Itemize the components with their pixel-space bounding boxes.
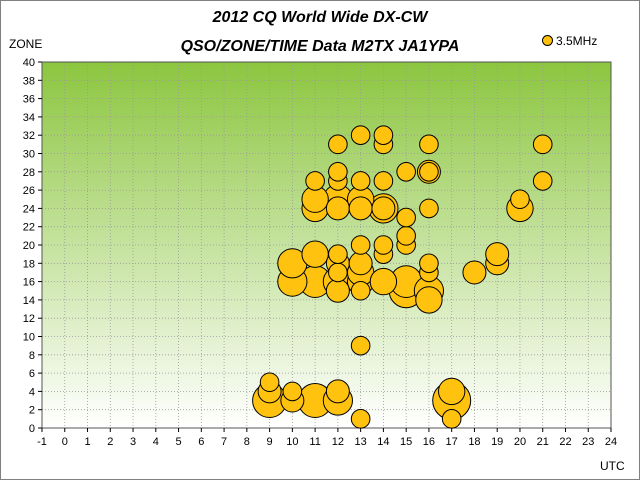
y-tick-label: 32 (23, 130, 35, 142)
y-tick-label: 2 (29, 405, 35, 417)
data-point (325, 278, 350, 303)
x-tick-label: 6 (198, 436, 204, 448)
y-tick-label: 12 (23, 313, 35, 325)
x-axis-label: UTC (600, 459, 625, 473)
y-tick-label: 14 (23, 295, 35, 307)
x-tick-label: 4 (153, 436, 159, 448)
y-tick-label: 0 (29, 423, 35, 435)
legend-series-label: 3.5MHz (556, 34, 598, 48)
y-tick-label: 30 (23, 149, 35, 161)
data-point (350, 335, 371, 356)
data-point (415, 286, 443, 314)
data-point (462, 260, 487, 285)
y-tick-label: 4 (29, 386, 35, 398)
x-tick-label: 24 (605, 436, 617, 448)
x-tick-label: 7 (221, 436, 227, 448)
x-tick-label: 19 (491, 436, 503, 448)
y-tick-label: 40 (23, 57, 35, 69)
x-tick-label: 3 (130, 436, 136, 448)
data-point (419, 253, 439, 274)
x-tick-label: 21 (537, 436, 549, 448)
data-point (328, 244, 348, 264)
chart-title: 2012 CQ World Wide DX-CW (212, 9, 428, 26)
y-tick-label: 38 (23, 75, 35, 87)
data-point (328, 161, 348, 182)
legend: 3.5MHz (542, 34, 597, 48)
data-point (348, 196, 373, 221)
y-tick-label: 6 (29, 368, 35, 380)
data-point (373, 171, 394, 191)
data-point (350, 235, 371, 255)
x-tick-label: 1 (84, 436, 90, 448)
data-point (437, 377, 466, 406)
x-tick-label: 16 (423, 436, 435, 448)
y-tick-label: 34 (23, 112, 35, 124)
chart-subtitle: QSO/ZONE/TIME Data M2TX JA1YPA (180, 38, 460, 55)
data-point (419, 134, 439, 155)
data-point (348, 251, 373, 276)
data-point (373, 125, 394, 146)
legend-marker (542, 35, 553, 46)
x-tick-label: 17 (446, 436, 458, 448)
data-point (301, 240, 329, 268)
x-tick-label: 8 (244, 436, 250, 448)
data-point (369, 267, 398, 296)
data-point (510, 189, 530, 210)
y-tick-label: 8 (29, 350, 35, 362)
data-point (485, 242, 510, 267)
x-tick-label: 9 (267, 436, 273, 448)
data-point (305, 171, 325, 191)
x-tick-label: 22 (559, 436, 571, 448)
data-point (441, 409, 462, 429)
x-tick-label: 12 (332, 436, 344, 448)
data-point (373, 235, 394, 255)
data-point (396, 207, 416, 228)
data-point (371, 196, 396, 221)
y-axis-label: ZONE (9, 37, 43, 51)
y-tick-label: 22 (23, 222, 35, 234)
data-point (328, 262, 348, 283)
x-tick-label: 5 (175, 436, 181, 448)
data-point (532, 134, 553, 155)
x-tick-label: 18 (468, 436, 480, 448)
x-tick-label: 0 (62, 436, 68, 448)
y-tick-label: 24 (23, 203, 35, 215)
data-point (350, 125, 371, 146)
data-point (325, 196, 350, 221)
x-tick-label: 23 (582, 436, 594, 448)
data-point (282, 381, 303, 402)
x-tick-label: 10 (286, 436, 298, 448)
x-tick-label: 14 (377, 436, 389, 448)
data-point (350, 409, 371, 429)
y-tick-label: 16 (23, 277, 35, 289)
y-tick-label: 36 (23, 94, 35, 106)
x-tick-label: 11 (309, 436, 320, 448)
data-point (325, 379, 350, 404)
x-tick-label: 13 (355, 436, 367, 448)
data-point (396, 161, 416, 182)
y-tick-label: 10 (23, 332, 35, 344)
x-tick-label: 20 (514, 436, 526, 448)
x-tick-label: 2 (107, 436, 113, 448)
data-point (350, 280, 371, 301)
data-point (259, 372, 280, 393)
data-point (350, 171, 371, 191)
x-tick-label: 15 (400, 436, 412, 448)
data-point (419, 161, 439, 182)
data-point (419, 198, 439, 219)
y-tick-label: 18 (23, 258, 35, 270)
data-point (532, 171, 553, 191)
x-tick-label: -1 (37, 436, 47, 448)
data-point (396, 226, 416, 246)
y-tick-label: 20 (23, 240, 35, 252)
y-tick-label: 26 (23, 185, 35, 197)
data-point (328, 134, 348, 155)
y-tick-label: 28 (23, 167, 35, 179)
